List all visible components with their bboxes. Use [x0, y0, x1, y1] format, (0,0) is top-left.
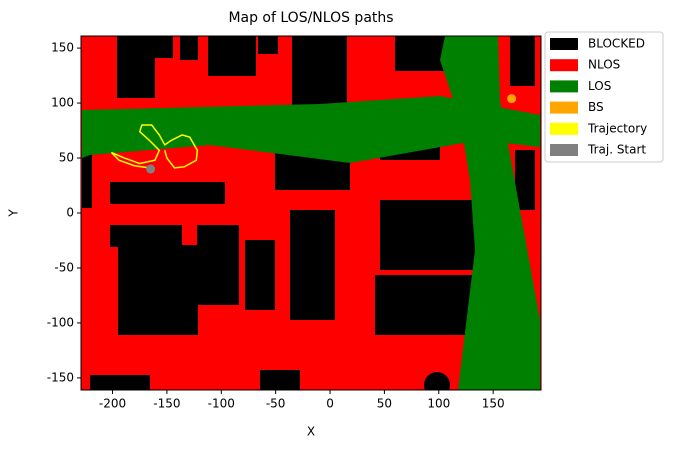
legend-label: Traj. Start — [587, 143, 646, 157]
y-axis-label: Y — [7, 209, 21, 218]
y-tick-label: 0 — [66, 206, 74, 220]
chart-title: Map of LOS/NLOS paths — [228, 10, 393, 26]
point — [146, 164, 156, 174]
x-tick-label: -150 — [153, 397, 180, 411]
x-tick-label: -200 — [99, 397, 126, 411]
y-tick-label: -150 — [47, 370, 74, 384]
legend-label: BLOCKED — [588, 37, 645, 51]
legend-label: NLOS — [588, 58, 620, 72]
legend-swatch — [550, 122, 578, 135]
y-tick-label: 150 — [51, 41, 74, 55]
trajectory-line — [110, 124, 199, 169]
legend-swatch — [550, 101, 578, 114]
y-tick-label: -50 — [54, 260, 74, 274]
x-tick-label: 0 — [326, 397, 334, 411]
x-tick-label: -100 — [208, 397, 235, 411]
y-tick-label: 50 — [59, 151, 74, 165]
los-areas — [82, 36, 540, 390]
x-tick-label: 50 — [377, 397, 392, 411]
legend-label: Trajectory — [587, 121, 647, 135]
y-tick-label: -100 — [47, 315, 74, 329]
legend-swatch — [550, 80, 578, 93]
x-tick-label: 100 — [427, 397, 450, 411]
point — [507, 94, 517, 104]
map — [81, 36, 541, 390]
legend-label: LOS — [588, 79, 611, 93]
legend-label: BS — [588, 100, 604, 114]
legend-swatch — [550, 144, 578, 156]
x-tick-label: -50 — [266, 397, 286, 411]
x-tick-label: 150 — [482, 397, 505, 411]
x-axis-label: X — [307, 425, 315, 439]
y-tick-label: 100 — [51, 96, 74, 110]
legend-swatch — [550, 59, 578, 72]
legend-swatch — [550, 38, 578, 50]
